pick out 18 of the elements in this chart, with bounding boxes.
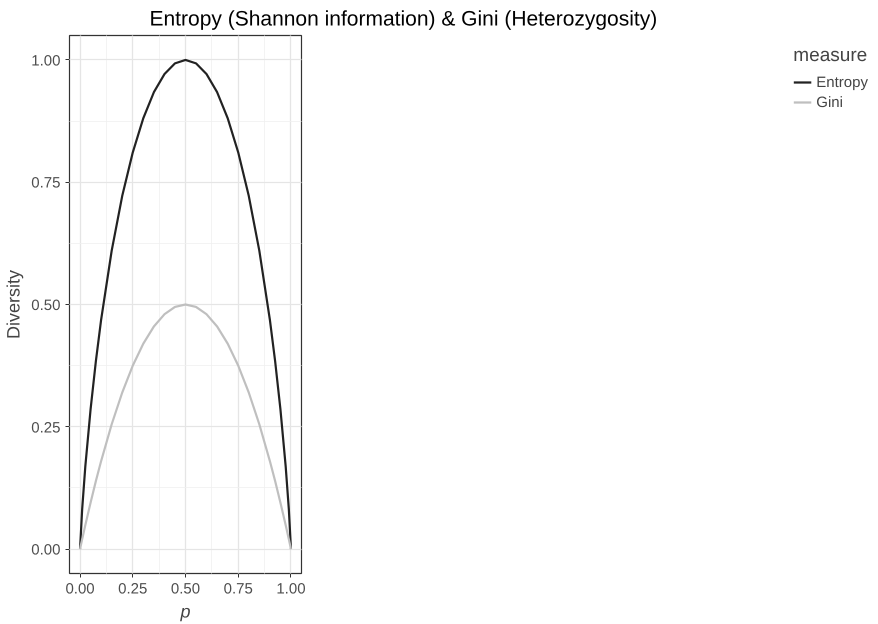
y-tick-label: 0.00 — [31, 542, 61, 559]
y-tick-label: 0.75 — [31, 174, 61, 192]
y-tick-label: 0.50 — [31, 297, 61, 314]
x-tick-label: 0.25 — [118, 580, 148, 598]
legend-title: measure — [793, 45, 868, 67]
y-axis-title: Diversity — [3, 270, 24, 339]
x-tick-label: 0.50 — [170, 580, 200, 598]
text: Entropy (Shannon information) & Gini (Heterozygosity) — [150, 8, 658, 30]
legend-label: Gini — [816, 94, 843, 110]
x-tick-label: 0.75 — [224, 580, 253, 598]
line-series — [78, 303, 292, 550]
line-series — [78, 58, 292, 550]
y-tick-label: 1.00 — [31, 52, 61, 70]
x-tick-label: 0.00 — [65, 580, 95, 598]
x-axis-title: p — [179, 602, 191, 622]
legend-label: Entropy — [816, 74, 868, 90]
y-tick-label: 0.25 — [31, 419, 61, 436]
x-tick-label: 1.00 — [276, 580, 306, 598]
